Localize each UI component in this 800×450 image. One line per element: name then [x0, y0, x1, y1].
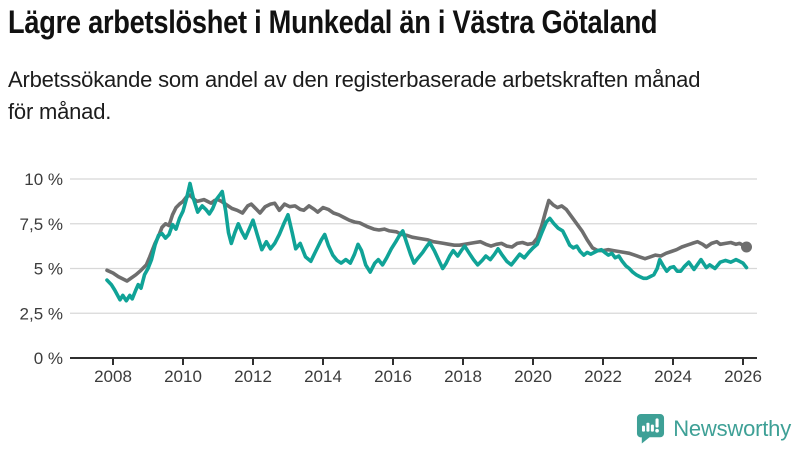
y-tick-label: 0 % [34, 349, 63, 368]
newsworthy-logo-icon [637, 414, 665, 444]
x-tick-label: 2026 [724, 367, 762, 386]
x-tick-label: 2010 [164, 367, 202, 386]
x-tick-label: 2008 [94, 367, 132, 386]
brand-footer: Newsworthy [636, 413, 791, 444]
y-tick-label: 7,5 % [20, 215, 63, 234]
x-tick-label: 2014 [304, 367, 342, 386]
line-chart: 0 % 2,5 % 5 % 7,5 % 10 % 2008 2010 2012 2014 2016… [20, 170, 762, 386]
chart-title: Lägre arbetslöshet i Munkedal än i Västr… [8, 4, 658, 40]
chart-subtitle: Arbetssökande som andel av den registerb… [8, 64, 700, 128]
x-tick-label: 2012 [234, 367, 272, 386]
brand-name: Newsworthy [673, 415, 791, 441]
y-tick-label: 5 % [34, 260, 63, 279]
x-tick-label: 2024 [654, 367, 692, 386]
series-line-v-stra-g-taland [105, 193, 749, 283]
y-tick-label: 2,5 % [20, 304, 63, 323]
subtitle-line-2: för månad. [8, 99, 112, 124]
series-line-munkedal [105, 181, 749, 303]
x-tick-label: 2018 [444, 367, 482, 386]
y-tick-label: 10 % [24, 170, 63, 189]
x-tick-label: 2022 [584, 367, 622, 386]
series-end-dot-v-stra-g-taland [741, 241, 752, 253]
x-tick-label: 2020 [514, 367, 552, 386]
x-tick-label: 2016 [374, 367, 412, 386]
subtitle-line-1: Arbetssökande som andel av den registerb… [8, 67, 701, 92]
